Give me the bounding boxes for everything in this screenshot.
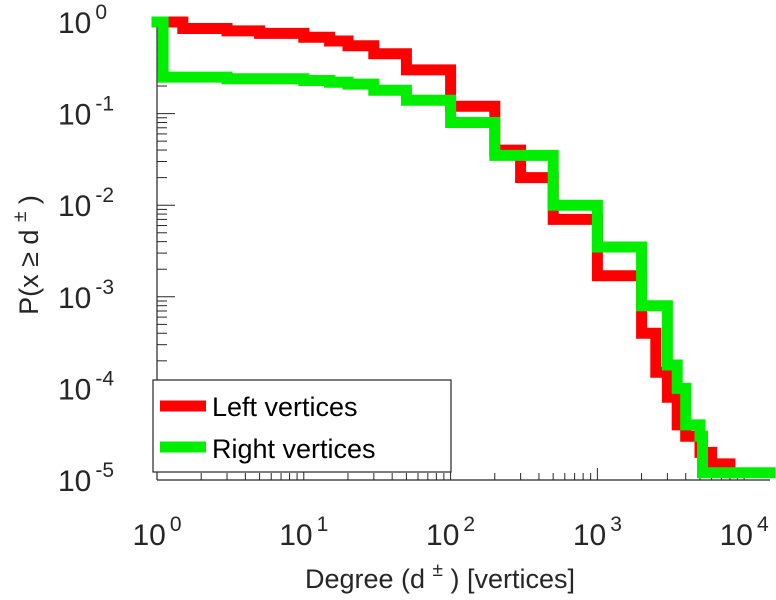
x-tick-label: 10 3 (573, 513, 622, 552)
legend: Left vertices Right vertices (152, 379, 452, 473)
y-axis-title-suffix: ) (14, 195, 44, 204)
y-tick-label: 10 -2 (58, 184, 114, 223)
y-tick-label: 10 -5 (58, 459, 114, 498)
y-tick-label: 10 -3 (58, 276, 114, 315)
y-tick-label: 10 0 (58, 1, 107, 40)
y-axis-title-prefix: P(x ≥ d (14, 230, 44, 315)
y-tick-label: 10 -4 (58, 367, 114, 406)
legend-box (152, 379, 452, 473)
x-axis-title: Degree (d ± ) [vertices] (305, 552, 575, 594)
tick-labels: 10 0 10 1 10 2 10 3 10 4 10 0 10 -1 10 -2 10 -3 10 -4 10 -5 (58, 1, 769, 552)
y-axis-title: P(x ≥ d ± ) (2, 195, 44, 315)
x-tick-label: 10 2 (426, 513, 475, 552)
series-layer (151, 16, 776, 479)
x-tick-label: 10 4 (720, 513, 769, 552)
series-line-right-vertices (151, 16, 776, 479)
legend-label-right: Right vertices (212, 434, 376, 464)
x-axis-title-suffix: ) [vertices] (451, 564, 576, 594)
x-axis-title-sup: ± (433, 560, 443, 581)
x-tick-label: 10 1 (279, 513, 328, 552)
x-tick-label: 10 0 (132, 513, 181, 552)
x-axis-title-prefix: Degree (d (305, 564, 425, 594)
y-tick-label: 10 -1 (58, 93, 114, 132)
legend-label-left: Left vertices (212, 392, 358, 422)
y-axis-title-sup: ± (10, 212, 31, 222)
